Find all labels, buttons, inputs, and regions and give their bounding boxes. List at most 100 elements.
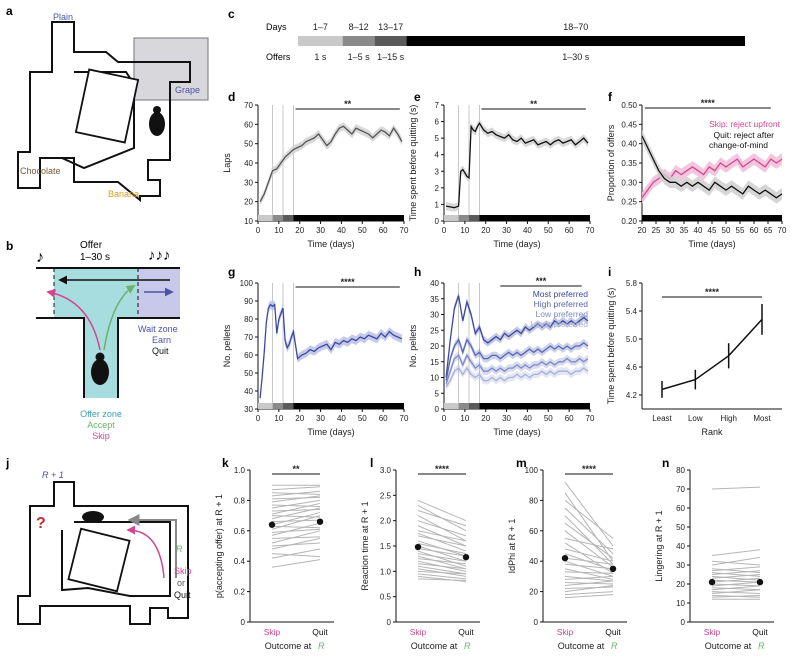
x-tick-label: 70 [778, 226, 787, 235]
panel-a: a Plain Grape Chocolate Banana [6, 4, 209, 203]
offer-zone-area [54, 268, 138, 318]
paired-line [711, 585, 761, 591]
x-tick-label: 0 [256, 226, 261, 235]
y-axis-label: No. pellets [408, 324, 418, 367]
paired-line [564, 560, 614, 577]
paired-line [711, 549, 761, 556]
significance-stars: **** [701, 98, 716, 108]
paired-line [271, 548, 321, 559]
x-axis-label: Time (days) [307, 239, 354, 249]
label-or: or [177, 578, 185, 588]
phase-bar [444, 403, 459, 409]
label-r-plus-1: R + 1 [42, 470, 64, 480]
panel-letter-l: l [370, 456, 373, 470]
y-tick-label: 5.8 [626, 279, 638, 288]
series-line [661, 318, 763, 391]
y-tick-label: 90 [244, 297, 253, 306]
paired-line [564, 537, 614, 550]
x-axis-label: Time (days) [493, 427, 540, 437]
significance-stars: ** [530, 99, 538, 109]
paired-line [271, 553, 321, 558]
x-tick-label: 20 [295, 414, 304, 423]
x-tick-label-skip: Skip [264, 627, 281, 637]
paired-line [271, 499, 321, 509]
x-tick-label: 60 [750, 226, 759, 235]
x-tick-label: 70 [586, 414, 595, 423]
series-line [445, 354, 589, 385]
x-tick-label: 30 [316, 226, 325, 235]
panel-letter-n: n [662, 456, 669, 470]
phase-bar [479, 403, 590, 409]
significance-stars: ** [344, 99, 352, 109]
wait-zone-area [138, 268, 180, 318]
panel-letter-i: i [608, 265, 611, 279]
x-axis-label: Outcome at [558, 641, 605, 651]
paired-line [417, 558, 467, 565]
zone-walls [36, 267, 180, 398]
significance-stars: **** [582, 464, 597, 474]
timeline-segment [342, 36, 375, 46]
y-tick-label: 0.40 [621, 140, 637, 149]
maze-j-outline [17, 481, 189, 625]
x-tick-label: 60 [379, 414, 388, 423]
paired-line [711, 581, 761, 587]
phase-bar [642, 215, 782, 221]
y-tick-label: 30 [676, 561, 685, 570]
timeline-offers-text: 1–30 s [562, 52, 590, 62]
panel-letter-a: a [6, 4, 13, 18]
quit-path-arrow [127, 514, 177, 578]
y-tick-label: 100 [525, 466, 539, 475]
y-tick-label: 0.30 [621, 178, 637, 187]
y-tick-label: 0 [387, 618, 392, 627]
mean-point-quit [756, 578, 764, 586]
paired-line [271, 486, 321, 491]
x-tick-label: 20 [295, 226, 304, 235]
paired-line [271, 492, 321, 495]
label-quit: Quit [174, 590, 191, 600]
y-tick-label: 80 [676, 466, 685, 475]
paired-line [564, 585, 614, 593]
x-tick-label: 55 [736, 226, 745, 235]
y-axis-label: IdPhi at R + 1 [507, 519, 517, 574]
y-tick-label: 0.20 [621, 217, 637, 226]
y-tick-label: 2.5 [380, 491, 392, 500]
x-axis-label: Outcome at [705, 641, 752, 651]
series-line [641, 135, 783, 199]
x-tick-label: 40 [523, 226, 532, 235]
timeline-offers-text: 1–15 s [377, 52, 405, 62]
x-axis-label-r: R [611, 641, 618, 651]
paired-line [564, 586, 614, 590]
y-tick-label: 80 [529, 496, 538, 505]
significance-stars: **** [435, 464, 450, 474]
y-tick-label: 20 [244, 198, 253, 207]
series-line [445, 295, 589, 378]
panel-letter-f: f [608, 90, 613, 104]
y-tick-label: 20 [529, 588, 538, 597]
paired-line [711, 583, 761, 587]
paired-line [271, 536, 321, 539]
x-tick-label: Low [688, 414, 703, 423]
x-tick-label: 10 [460, 226, 469, 235]
paired-line [564, 522, 614, 559]
timeline-segment [374, 36, 407, 46]
rat-icon [82, 511, 104, 523]
y-tick-label: 0 [681, 618, 686, 627]
paired-line [564, 492, 614, 562]
x-tick-label-skip: Skip [704, 627, 721, 637]
y-axis-label: Reaction time at R + 1 [360, 501, 370, 590]
error-band [446, 119, 588, 212]
paired-line [271, 512, 321, 526]
y-tick-label: 0.8 [234, 496, 246, 505]
paired-line [271, 502, 321, 515]
x-tick-label: 30 [502, 414, 511, 423]
paired-line [417, 563, 467, 570]
x-tick-label-skip: Skip [557, 627, 574, 637]
error-band [446, 364, 588, 391]
paired-line [711, 594, 761, 598]
paired-line [711, 560, 761, 566]
paired-line [417, 545, 467, 562]
mean-point-quit [462, 553, 470, 561]
legend-entry: Low preferred [536, 309, 589, 319]
